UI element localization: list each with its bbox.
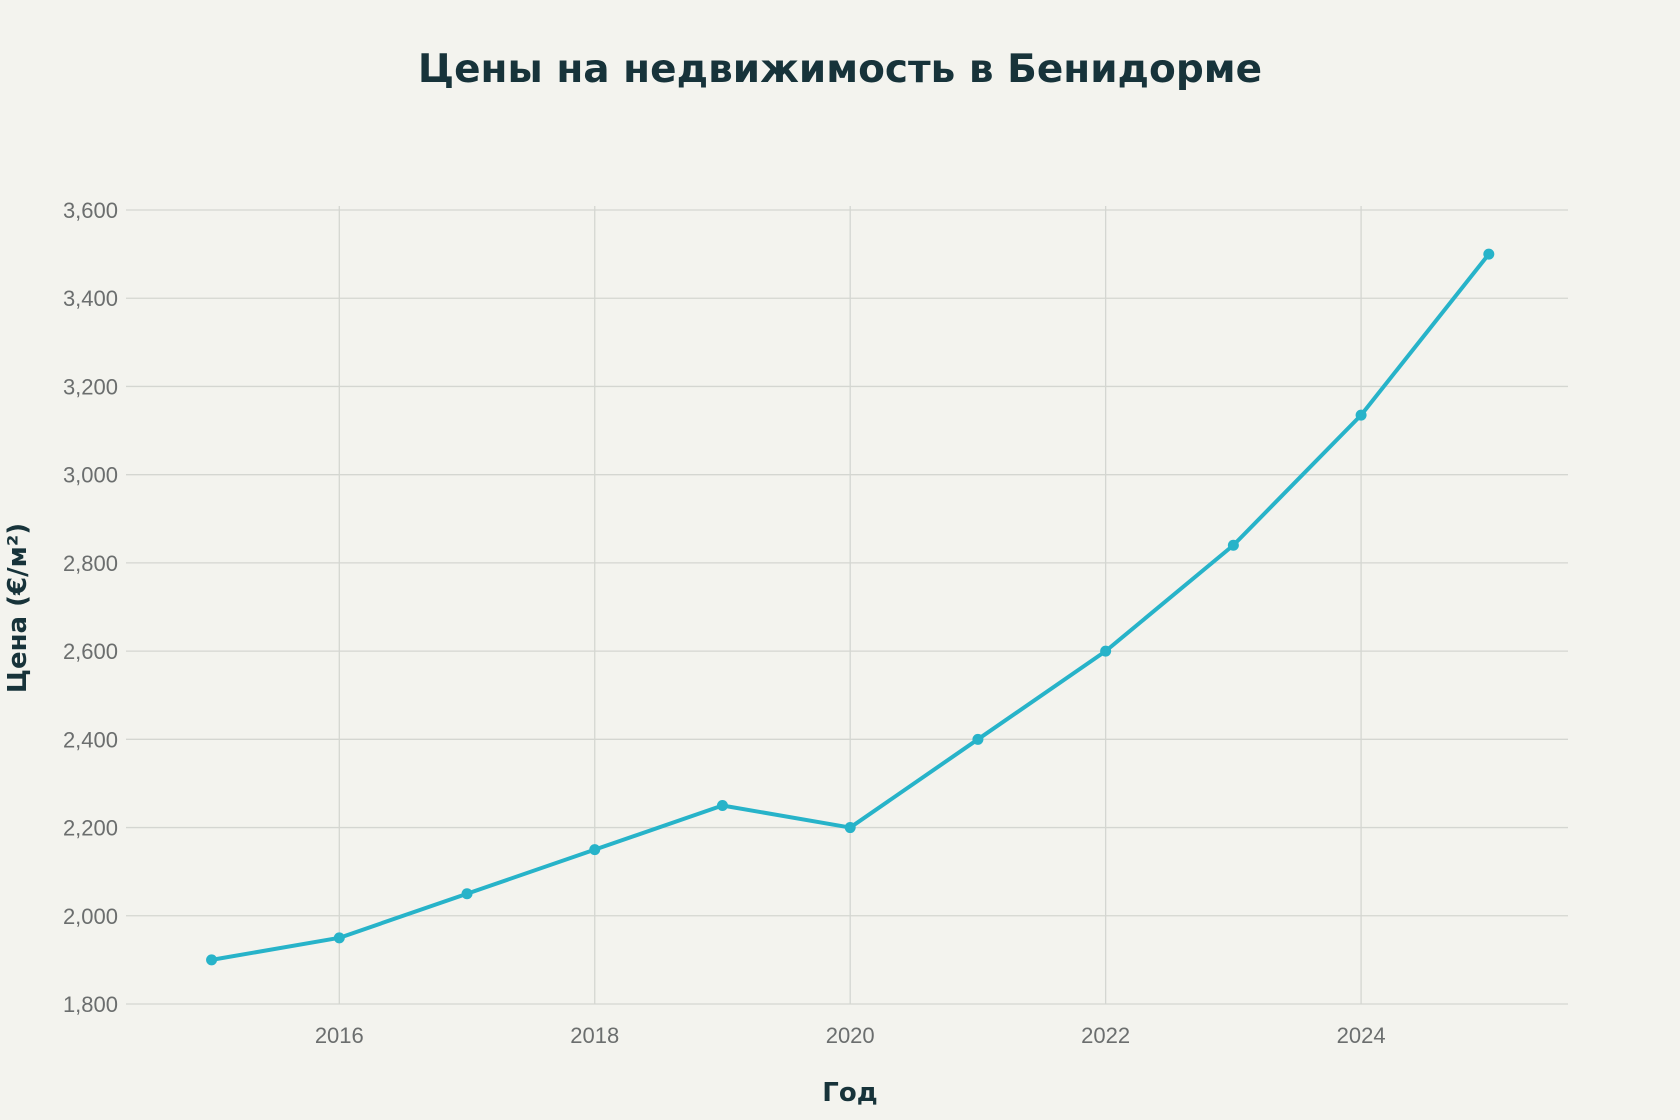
x-tick-label: 2020 [826, 1023, 875, 1048]
x-tick-label: 2024 [1337, 1023, 1386, 1048]
x-axis-title: Год [822, 1078, 877, 1108]
data-point [972, 733, 984, 745]
data-point [206, 954, 218, 966]
data-point [1483, 248, 1495, 260]
data-point [1100, 645, 1112, 657]
y-tick-label: 3,400 [63, 286, 118, 311]
x-tick-label: 2022 [1081, 1023, 1130, 1048]
y-tick-label: 2,800 [63, 551, 118, 576]
y-axis-title: Цена (€/м²) [3, 523, 33, 693]
x-tick-label: 2018 [570, 1023, 619, 1048]
data-point [716, 800, 728, 811]
data-point [1227, 539, 1239, 551]
y-tick-label: 2,600 [63, 639, 118, 664]
x-tick-label: 2016 [315, 1023, 364, 1048]
data-point [333, 932, 345, 944]
y-tick-label: 2,000 [63, 904, 118, 929]
y-tick-label: 3,200 [63, 374, 118, 399]
y-tick-label: 3,600 [63, 198, 118, 223]
x-axis-ticks: 2016 2018 2020 2022 2024 [315, 1023, 1386, 1048]
y-axis-ticks: 1,800 2,000 2,200 2,400 2,600 2,800 3,000 3,200… [63, 198, 118, 1017]
y-tick-label: 2,400 [63, 727, 118, 752]
y-tick-label: 3,000 [63, 463, 118, 488]
y-tick-label: 2,200 [63, 816, 118, 841]
series-group [206, 248, 1495, 966]
chart-title: Цены на недвижимость в Бенидорме [418, 47, 1262, 92]
y-tick-label: 1,800 [63, 992, 118, 1017]
data-point [461, 888, 473, 900]
data-point [844, 822, 856, 834]
data-point [1355, 409, 1367, 421]
grid-lines [126, 206, 1568, 1005]
data-point [589, 844, 601, 856]
